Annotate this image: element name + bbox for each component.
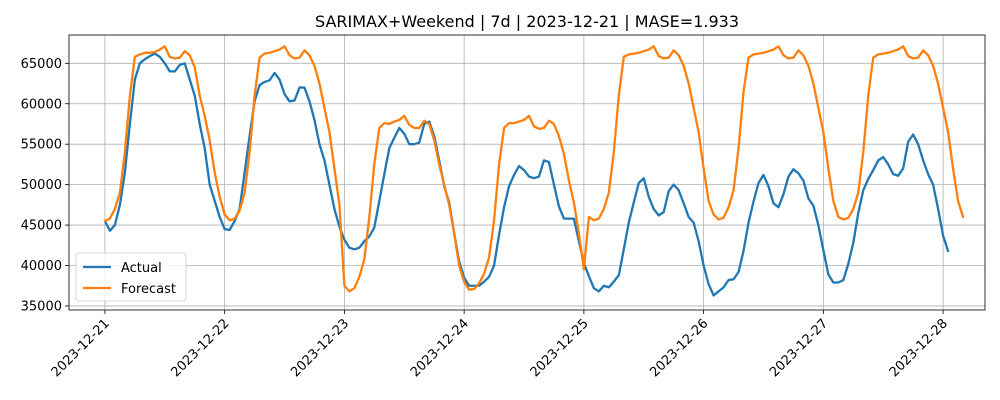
y-tick-label: 65000 — [21, 57, 62, 72]
legend-label-forecast: Forecast — [121, 282, 176, 297]
y-tick-label: 45000 — [21, 219, 62, 234]
grid — [69, 35, 985, 310]
plot-frame — [68, 34, 986, 311]
y-tick-label: 60000 — [21, 97, 62, 112]
y-tick-label: 40000 — [21, 259, 62, 274]
y-tick-label: 55000 — [21, 138, 62, 153]
y-tick-label: 35000 — [21, 299, 62, 314]
legend: Actual Forecast — [75, 252, 187, 302]
legend-label-actual: Actual — [121, 261, 162, 276]
series-line-actual — [103, 52, 950, 297]
series-line-forecast — [103, 45, 965, 293]
chart-title: SARIMAX+Weekend | 7d | 2023-12-21 | MASE… — [315, 12, 739, 31]
y-tick-label: 50000 — [21, 178, 62, 193]
series-lines — [103, 45, 965, 297]
